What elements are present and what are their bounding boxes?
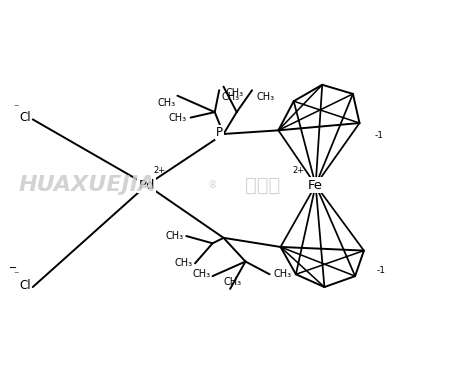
- Text: ®: ®: [208, 180, 217, 190]
- Text: Cl: Cl: [19, 279, 31, 292]
- Text: CH₃: CH₃: [192, 269, 211, 279]
- Text: CH₃: CH₃: [223, 277, 241, 287]
- Text: CH₃: CH₃: [226, 88, 244, 98]
- Text: CH₃: CH₃: [175, 258, 193, 268]
- Text: HUAXUEJIA: HUAXUEJIA: [19, 175, 156, 195]
- Text: 2+: 2+: [292, 166, 304, 175]
- Text: ⁻: ⁻: [14, 103, 19, 113]
- Text: CH₃: CH₃: [274, 269, 292, 279]
- Text: P: P: [216, 126, 223, 139]
- Text: ⁻: ⁻: [14, 270, 19, 280]
- Text: CH₃: CH₃: [166, 231, 184, 241]
- Text: CH₃: CH₃: [168, 112, 186, 122]
- Text: Fe: Fe: [308, 178, 323, 192]
- Text: -1: -1: [377, 266, 386, 275]
- Text: -1: -1: [375, 131, 384, 140]
- Text: 华学加: 华学加: [245, 175, 281, 195]
- Text: CH₃: CH₃: [221, 92, 239, 102]
- Text: CH₃: CH₃: [256, 92, 274, 102]
- Text: CH₃: CH₃: [157, 98, 176, 108]
- Text: Cl: Cl: [19, 111, 31, 124]
- Text: Pd: Pd: [139, 178, 155, 192]
- Text: 2+: 2+: [154, 166, 166, 175]
